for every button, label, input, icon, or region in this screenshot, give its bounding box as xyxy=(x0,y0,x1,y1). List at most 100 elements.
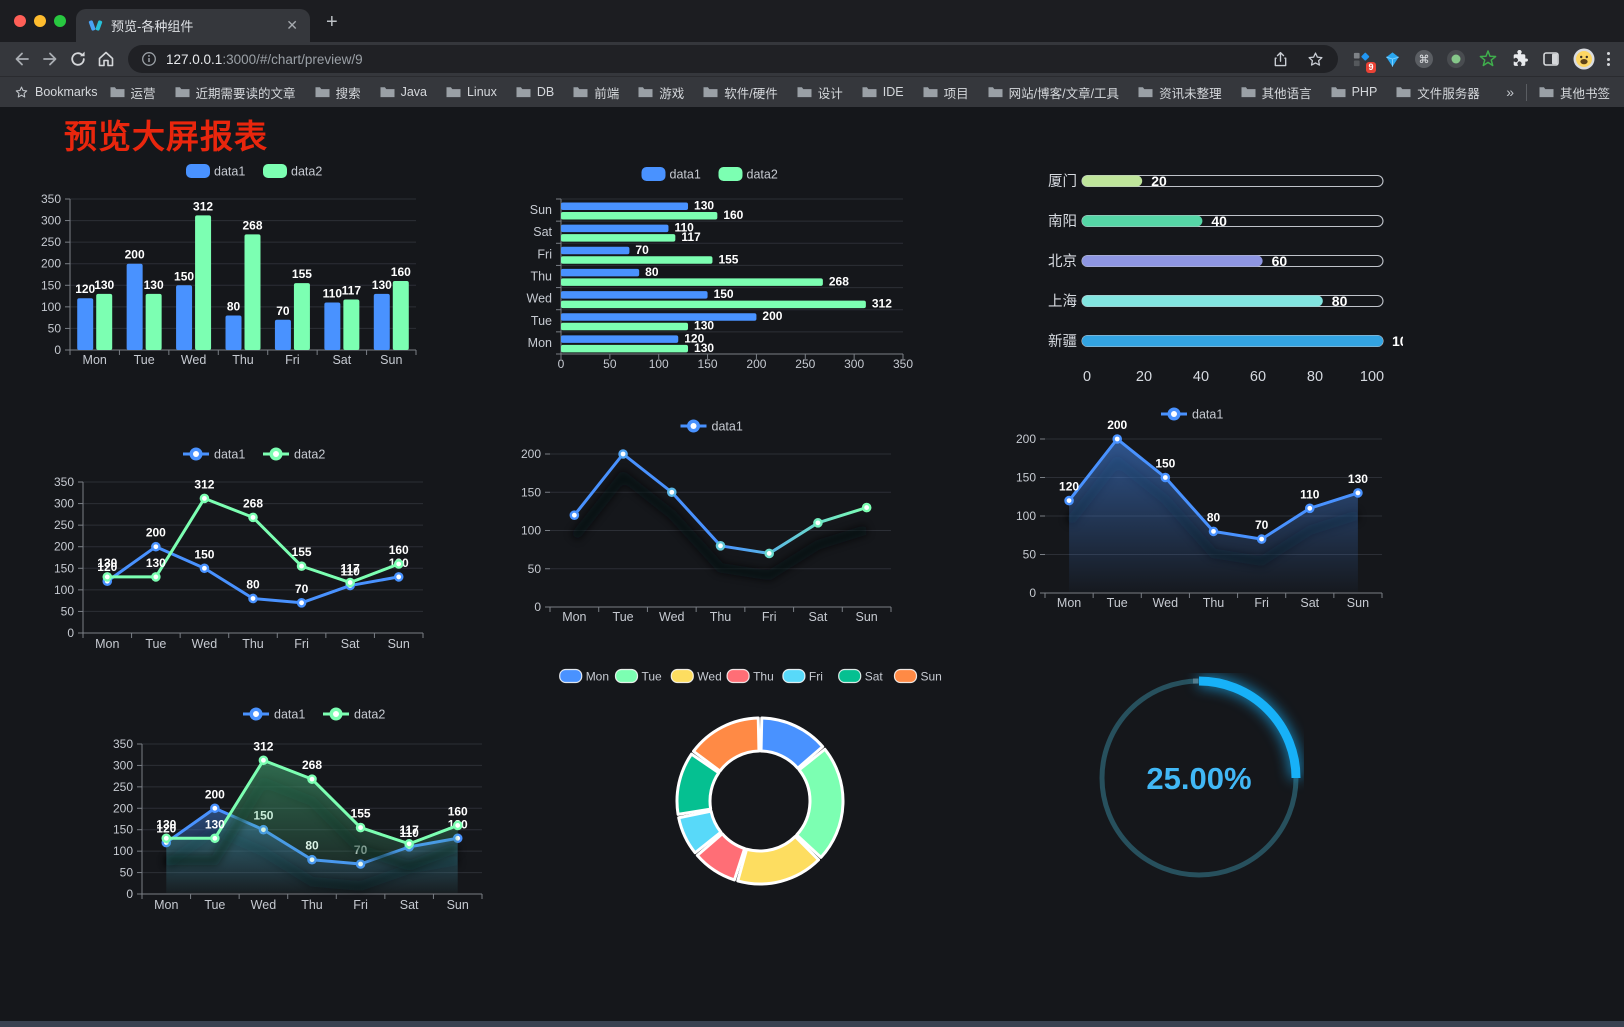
bookmarks-overflow-button[interactable]: » xyxy=(1506,84,1514,100)
progress-fill-新疆[interactable] xyxy=(1082,335,1383,347)
legend-item-data2[interactable]: data2 xyxy=(323,707,385,722)
bookmark-游戏[interactable]: 游戏 xyxy=(638,83,684,102)
pie-slice-Sat[interactable] xyxy=(675,752,721,816)
legend-item-Wed[interactable]: Wed xyxy=(670,668,722,684)
data-point-data2-Mon[interactable] xyxy=(161,833,172,844)
data-point-data1-Thu[interactable] xyxy=(248,593,258,604)
bar-data1-Tue[interactable] xyxy=(126,263,143,350)
progress-fill-北京[interactable] xyxy=(1082,255,1263,267)
chart-two-line-area[interactable]: data1 data2 0 50 100 150 200 250 300 350 Mon Tue Wed… xyxy=(100,671,530,916)
chart-donut[interactable]: Mon Tue Wed Thu Fri Sat Sun xyxy=(550,633,950,891)
legend-item-Tue[interactable]: Tue xyxy=(614,668,663,684)
data-point-data1-Tue[interactable] xyxy=(210,803,220,814)
pie-slice-Thu[interactable] xyxy=(695,832,747,882)
data-point-data1-Sun[interactable] xyxy=(393,572,404,582)
data-point-data2-Thu[interactable] xyxy=(248,512,258,523)
hbar-data2-Wed[interactable] xyxy=(561,300,866,309)
chart-area-line[interactable]: data1 0 50 100 150 200 Mon Tue Wed Thu Fri Sat Sun 12… xyxy=(983,386,1403,621)
data-point-data2-Thu[interactable] xyxy=(307,774,317,784)
bar-data2-Thu[interactable] xyxy=(244,234,261,350)
data-point-data1-Fri[interactable] xyxy=(1256,534,1267,544)
pie-slice-Wed[interactable] xyxy=(736,834,821,886)
hbar-data2-Tue[interactable] xyxy=(561,322,689,331)
legend-item-data1[interactable]: data1 xyxy=(1161,407,1223,422)
pie-slice-Sun[interactable] xyxy=(692,716,761,773)
data-point-data1-Tue[interactable] xyxy=(151,541,161,552)
bookmark-近期需要读的文章[interactable]: 近期需要读的文章 xyxy=(175,83,296,102)
browser-tab[interactable]: 预览-各种组件 ✕ xyxy=(76,9,310,42)
bar-data1-Sat[interactable] xyxy=(324,302,341,350)
profile-avatar[interactable] xyxy=(1573,48,1595,70)
bookmark-软件/硬件[interactable]: 软件/硬件 xyxy=(703,83,778,102)
bookmark-IDE[interactable]: IDE xyxy=(862,85,904,99)
bookmark-PHP[interactable]: PHP xyxy=(1331,85,1377,99)
legend-item-data1[interactable]: data1 xyxy=(183,447,245,462)
bookmark-Linux[interactable]: Linux xyxy=(446,85,497,99)
data-point-data2-Sat[interactable] xyxy=(404,839,414,849)
bookmark-文件服务器[interactable]: 文件服务器 xyxy=(1396,83,1480,102)
data-point-data2-Sat[interactable] xyxy=(345,577,355,588)
forward-button[interactable] xyxy=(36,48,64,70)
bookmark-其他语言[interactable]: 其他语言 xyxy=(1241,83,1312,102)
record-extension-button[interactable] xyxy=(1446,49,1466,69)
data-point-data2-Fri[interactable] xyxy=(296,561,307,571)
new-tab-button[interactable]: + xyxy=(326,11,338,33)
reload-button[interactable] xyxy=(64,49,92,69)
data-point-data2-Sun[interactable] xyxy=(452,820,463,831)
data-point-data1-Sat[interactable] xyxy=(1304,503,1315,514)
gem-extension-button[interactable] xyxy=(1383,50,1402,69)
tab-close-icon[interactable]: ✕ xyxy=(286,17,298,33)
data-point-data1-Fri[interactable] xyxy=(296,597,307,608)
hbar-data1-Sun[interactable] xyxy=(561,202,689,211)
hbar-data1-Sat[interactable] xyxy=(561,224,669,233)
bookmark-前端[interactable]: 前端 xyxy=(573,83,619,102)
bar-data2-Mon[interactable] xyxy=(96,293,113,350)
bookmark-Java[interactable]: Java xyxy=(380,85,427,99)
data-point-data1-Tue[interactable] xyxy=(618,449,628,459)
legend-item-data1[interactable]: data1 xyxy=(680,419,743,434)
hbar-data1-Fri[interactable] xyxy=(561,246,630,255)
back-button[interactable] xyxy=(8,48,36,70)
bookmark-搜索[interactable]: 搜索 xyxy=(315,83,361,102)
data-point-data2-Fri[interactable] xyxy=(355,822,366,833)
progress-fill-上海[interactable] xyxy=(1082,295,1323,307)
bookmark-设计[interactable]: 设计 xyxy=(797,83,843,102)
hbar-data1-Wed[interactable] xyxy=(561,291,708,299)
bookmark-项目[interactable]: 项目 xyxy=(923,83,969,102)
hbar-data1-Thu[interactable] xyxy=(561,268,640,277)
share-icon[interactable] xyxy=(1271,50,1290,69)
data-point-data1-Sun[interactable] xyxy=(1353,488,1363,498)
data-point-data1-Sat[interactable] xyxy=(813,518,823,528)
data-point-data1-Thu[interactable] xyxy=(715,540,726,551)
data-point-data1-Sun[interactable] xyxy=(861,502,872,513)
data-point-data1-Wed[interactable] xyxy=(1160,472,1171,483)
bookmark-资讯未整理[interactable]: 资讯未整理 xyxy=(1138,83,1222,102)
hbar-data2-Fri[interactable] xyxy=(561,256,713,264)
data-point-data1-Mon[interactable] xyxy=(1064,495,1074,506)
legend-item-data1[interactable]: data1 xyxy=(186,164,245,179)
legend-item-Thu[interactable]: Thu xyxy=(726,668,774,684)
data-point-data1-Thu[interactable] xyxy=(1208,526,1219,537)
data-point-data1-Mon[interactable] xyxy=(569,510,580,520)
bookmark-star-icon[interactable] xyxy=(1306,50,1325,69)
data-point-data2-Tue[interactable] xyxy=(151,572,161,582)
hbar-data1-Tue[interactable] xyxy=(561,313,757,321)
data-point-data2-Tue[interactable] xyxy=(210,833,220,844)
chart-progress-bars[interactable]: 厦门 20 南阳 40 北京 60 上海 80 新疆 100 0 20 40 60 80 100 xyxy=(983,151,1403,391)
extension-grid-button[interactable]: 9 xyxy=(1352,50,1376,73)
legend-item-Sun[interactable]: Sun xyxy=(893,668,942,684)
progress-fill-南阳[interactable] xyxy=(1082,215,1203,227)
maximize-window-button[interactable] xyxy=(54,15,66,27)
bar-data2-Sun[interactable] xyxy=(392,280,409,350)
legend-item-data2[interactable]: data2 xyxy=(718,167,778,182)
address-bar[interactable]: 127.0.0.1:3000/#/chart/preview/9 xyxy=(128,45,1338,73)
pie-slice-Tue[interactable] xyxy=(795,747,845,859)
command-extension-button[interactable]: ⌘ xyxy=(1414,49,1434,69)
bookmark-网站/博客/文章/工具[interactable]: 网站/博客/文章/工具 xyxy=(988,83,1119,102)
data-point-data2-Wed[interactable] xyxy=(199,493,210,504)
bar-data1-Wed[interactable] xyxy=(176,285,193,350)
legend-item-Fri[interactable]: Fri xyxy=(782,668,823,684)
other-bookmarks-folder[interactable]: 其他书签 xyxy=(1539,83,1610,102)
legend-item-data2[interactable]: data2 xyxy=(263,164,322,179)
